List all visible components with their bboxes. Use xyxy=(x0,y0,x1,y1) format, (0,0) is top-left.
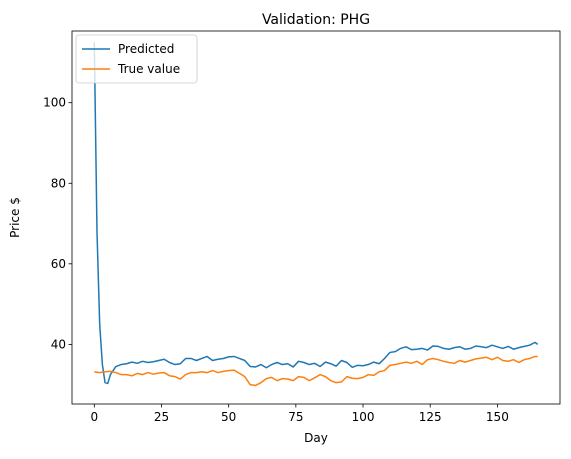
y-tick-label: 60 xyxy=(51,257,66,271)
legend: Predicted True value xyxy=(75,34,198,84)
plot-frame xyxy=(71,30,561,405)
x-tick-label: 50 xyxy=(221,410,236,424)
series-line-1 xyxy=(93,42,539,385)
legend-box xyxy=(75,34,198,84)
x-tick-label: 75 xyxy=(288,410,303,424)
series-line-2 xyxy=(94,355,538,387)
y-tick-label: 100 xyxy=(43,96,66,110)
y-tick-label: 40 xyxy=(51,337,66,351)
x-tick-label: 150 xyxy=(486,410,509,424)
x-tick-label: 125 xyxy=(419,410,442,424)
x-axis-label: Day xyxy=(304,431,328,445)
legend-label: Predicted xyxy=(118,42,174,56)
y-tick-label: 80 xyxy=(51,176,66,190)
x-tick-label: 25 xyxy=(154,410,169,424)
plot-area xyxy=(93,42,539,387)
chart-title: Validation: PHG xyxy=(262,12,370,28)
legend-label: True value xyxy=(117,62,180,76)
y-axis-label: Price $ xyxy=(8,197,22,238)
x-tick-label: 100 xyxy=(352,410,375,424)
x-tick-label: 0 xyxy=(90,410,98,424)
axes: 0 25 50 75 100 125 150 40 60 80 100 xyxy=(43,30,561,424)
